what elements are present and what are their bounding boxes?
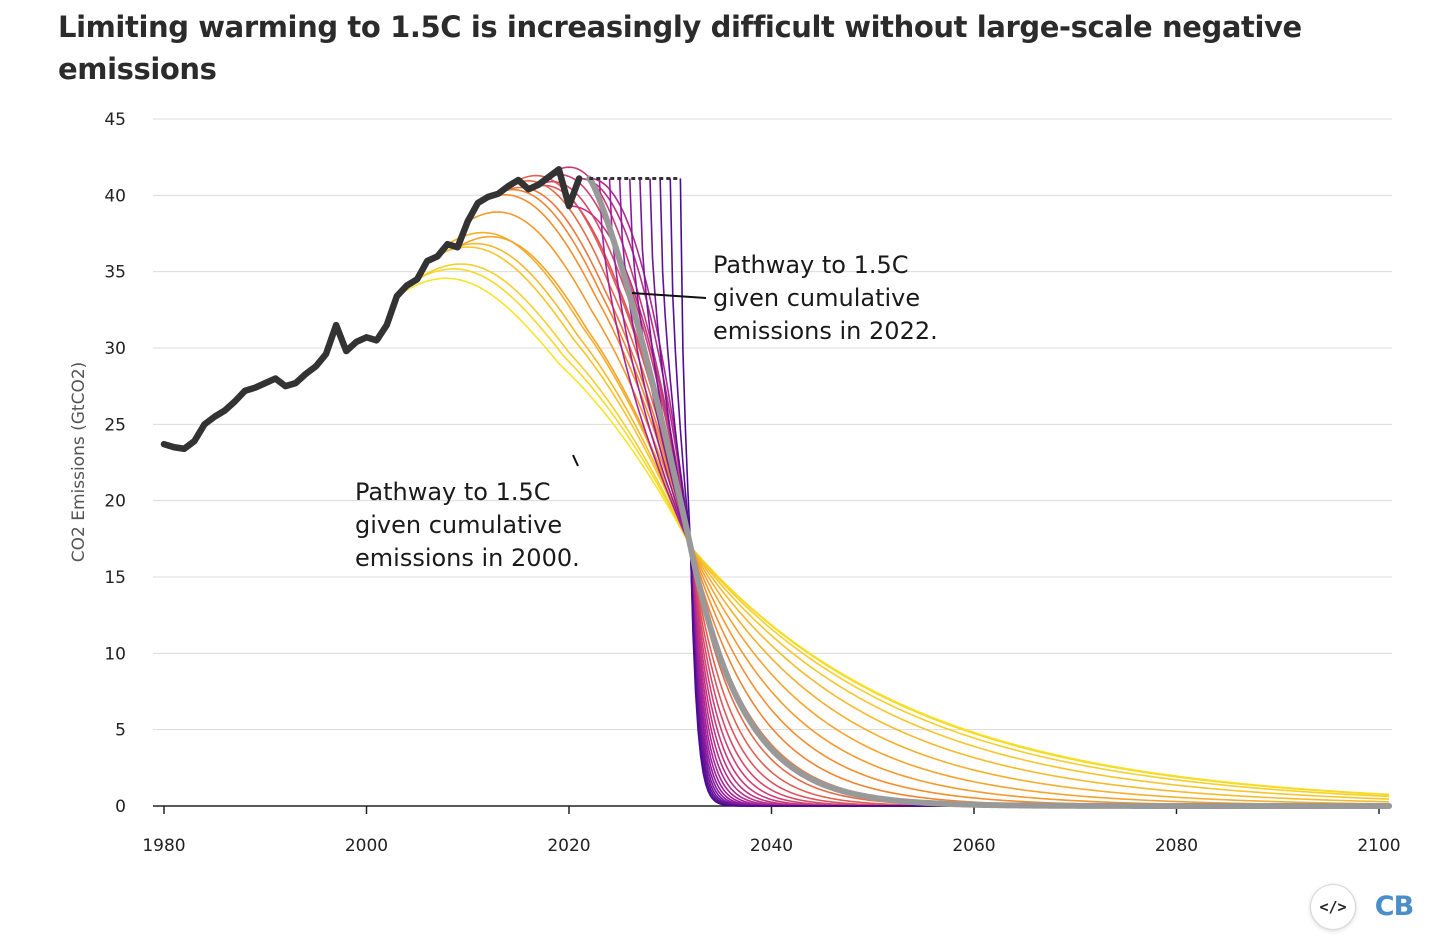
x-tick-label: 2100 [1357, 836, 1400, 856]
y-tick-label: 0 [115, 797, 126, 817]
code-embed-icon: </> [1319, 898, 1347, 916]
y-tick-label: 40 [104, 186, 126, 206]
chart-title: Limiting warming to 1.5C is increasingly… [58, 10, 1302, 86]
annotation-leader-2022 [631, 292, 707, 299]
annotation-2000-line-1: Pathway to 1.5C [355, 478, 551, 506]
pathway-line-2015 [518, 174, 1390, 807]
pathway-line-2020 [568, 205, 1390, 807]
annotation-leader-2000 [572, 454, 579, 467]
y-tick-label: 25 [104, 415, 126, 435]
pathway-lines [396, 166, 1393, 809]
embed-code-button[interactable]: </> [1310, 884, 1356, 930]
x-tick-label: 2060 [952, 836, 995, 856]
x-tick-label: 1980 [142, 836, 185, 856]
annotation-2000-line-3: emissions in 2000. [355, 544, 580, 572]
pathway-line-2005 [416, 263, 1390, 798]
carbon-brief-logo: CB [1374, 890, 1414, 922]
annotation-2022-line-1: Pathway to 1.5C [713, 251, 909, 279]
annotation-2022: Pathway to 1.5C given cumulative emissio… [713, 251, 938, 345]
y-tick-label: 45 [104, 110, 126, 130]
annotation-2022-line-2: given cumulative [713, 284, 920, 312]
y-axis-label: CO2 Emissions (GtCO2) [69, 362, 89, 563]
x-tick-label: 2020 [547, 836, 590, 856]
y-tick-label: 15 [104, 568, 126, 588]
pathway-line-2004 [406, 268, 1390, 796]
y-tick-label: 35 [104, 263, 126, 283]
gridlines [153, 118, 1392, 807]
pathway-line-2017 [538, 180, 1390, 807]
x-axis-ticks: 1980 2000 2020 2040 2060 2080 2100 [142, 806, 1401, 856]
y-axis-ticks: 0 5 10 15 20 25 30 35 40 45 [104, 110, 126, 817]
x-tick-label: 2040 [750, 836, 793, 856]
y-tick-label: 10 [104, 644, 126, 664]
pathway-line-2007 [436, 242, 1390, 803]
x-tick-label: 2080 [1155, 836, 1198, 856]
highlighted-pathway-2022 [586, 175, 1393, 809]
y-tick-label: 5 [115, 721, 126, 741]
annotations: Pathway to 1.5C given cumulative emissio… [355, 251, 938, 572]
historical-series [160, 166, 583, 453]
historical-emissions-line [160, 166, 583, 453]
y-tick-label: 30 [104, 339, 126, 359]
pathway-line-2016 [528, 184, 1390, 807]
x-tick-label: 2000 [345, 836, 388, 856]
pathway-line-2006 [426, 246, 1390, 800]
annotation-2022-line-3: emissions in 2022. [713, 317, 938, 345]
annotation-2000-line-2: given cumulative [355, 511, 562, 539]
pathway-line-2008 [447, 231, 1390, 805]
pathway-line-2013 [497, 186, 1390, 807]
annotation-2000: Pathway to 1.5C given cumulative emissio… [355, 478, 580, 572]
y-tick-label: 20 [104, 492, 126, 512]
